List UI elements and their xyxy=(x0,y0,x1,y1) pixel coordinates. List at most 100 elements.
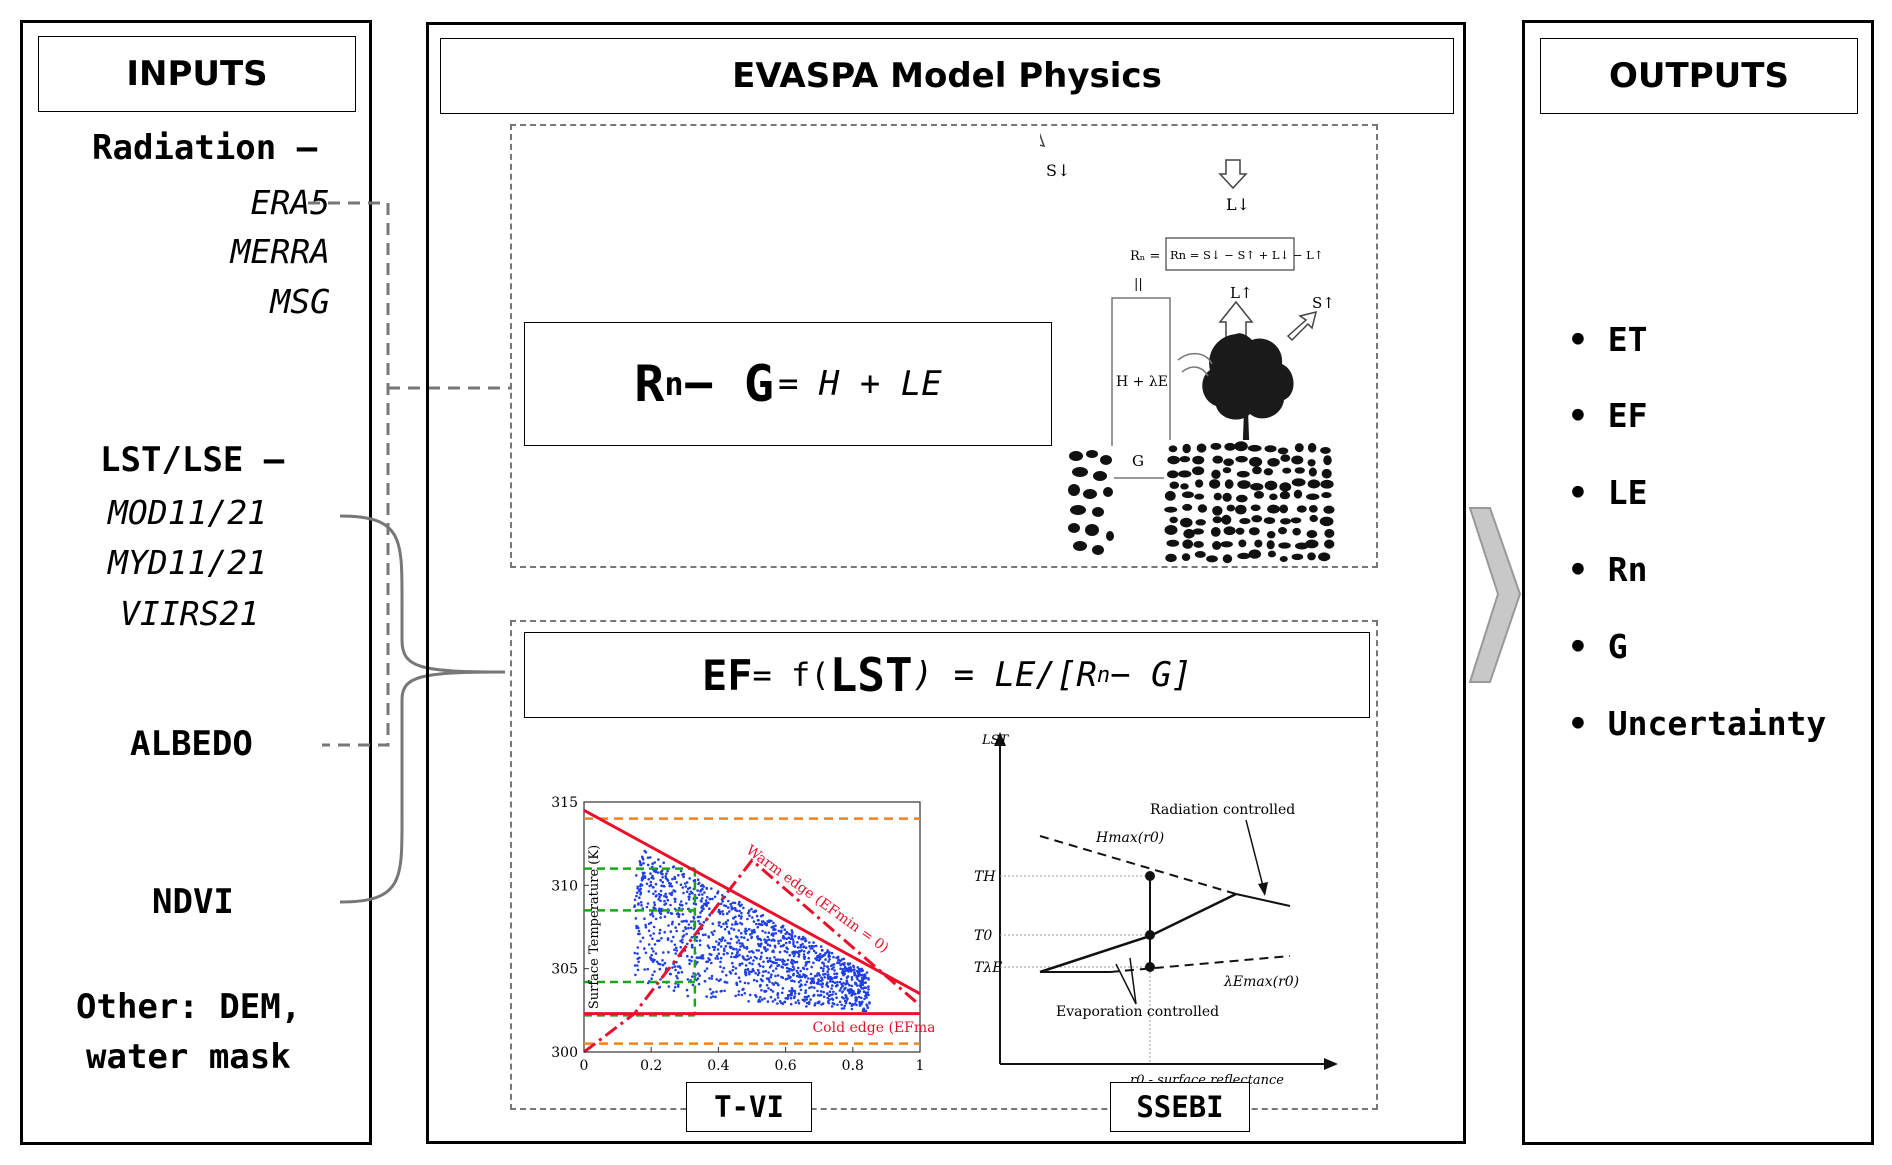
ef-equation: EF = f(LST) = LE/[R n − G] xyxy=(524,632,1370,718)
tvi-scatter-point xyxy=(813,1004,816,1007)
soil-pebble xyxy=(1254,539,1263,548)
tvi-scatter-point xyxy=(753,955,757,959)
tvi-scatter-point xyxy=(716,957,720,960)
tvi-scatter-point xyxy=(699,890,702,893)
tvi-scatter-point xyxy=(641,858,645,861)
tvi-scatter-point xyxy=(791,952,795,955)
tvi-scatter-point xyxy=(788,933,792,936)
soil-pebble xyxy=(1263,468,1274,476)
tvi-scatter-point xyxy=(684,926,687,929)
tvi-scatter-point xyxy=(738,948,741,951)
tvi-scatter-point xyxy=(637,929,641,933)
tvi-scatter-point xyxy=(827,955,830,958)
tvi-scatter-point xyxy=(738,909,741,913)
tvi-scatter-point xyxy=(701,957,705,960)
tvi-scatter-point xyxy=(743,981,747,985)
tvi-scatter-point xyxy=(845,979,849,982)
soil-pebble xyxy=(1269,493,1278,501)
tvi-scatter-point xyxy=(842,1007,846,1010)
tvi-scatter-point xyxy=(663,903,666,906)
ef-equation-box xyxy=(524,632,1370,718)
tvi-scatter-point xyxy=(636,887,639,890)
tvi-scatter-point xyxy=(644,851,648,854)
tvi-scatter-point xyxy=(809,998,812,1001)
outputs-panel xyxy=(1522,20,1874,1145)
tvi-scatter-point xyxy=(667,985,671,988)
longwave-up-arrow xyxy=(1218,300,1254,339)
tvi-scatter-point xyxy=(649,934,652,937)
soil-pebble xyxy=(1234,441,1248,452)
tvi-scatter-point xyxy=(696,961,699,964)
tvi-scatter-point xyxy=(675,946,678,950)
label-s-down: S↓ xyxy=(1046,161,1070,180)
tvi-scatter-point xyxy=(679,945,682,949)
tvi-scatter-point xyxy=(755,957,758,960)
tvi-scatter-point xyxy=(826,976,830,980)
tvi-scatter-point xyxy=(710,977,714,980)
tvi-scatter-point xyxy=(641,874,645,878)
tvi-scatter-point xyxy=(665,896,668,899)
tvi-scatter-point xyxy=(708,897,712,901)
tvi-scatter-point xyxy=(855,1003,858,1007)
tvi-scatter-point xyxy=(653,861,656,864)
tvi-scatter-point xyxy=(754,971,757,975)
tvi-scatter-point xyxy=(843,961,846,965)
soil-pebble xyxy=(1248,549,1262,559)
tvi-scatter-point xyxy=(832,955,835,959)
longwave-down-arrow xyxy=(1218,159,1248,190)
tvi-scatter-point xyxy=(787,936,791,940)
tvi-scatter-point xyxy=(651,914,655,918)
tvi-scatter-point xyxy=(762,960,765,964)
tvi-scatter-point xyxy=(650,958,653,962)
tvi-scatter-point xyxy=(764,969,767,973)
tvi-scatter-point xyxy=(857,988,860,992)
tvi-scatter-point xyxy=(762,970,765,973)
tvi-scatter-point xyxy=(670,893,673,897)
tvi-scatter-point xyxy=(830,977,833,981)
tvi-scatter-point xyxy=(732,965,735,969)
ssebi-caption: SSEBI xyxy=(1110,1082,1250,1132)
tvi-scatter-point xyxy=(867,977,870,980)
soil-pebble xyxy=(1264,480,1278,491)
tvi-scatter-point xyxy=(737,939,741,942)
tvi-scatter-point xyxy=(673,900,677,903)
tvi-scatter-point xyxy=(857,995,861,999)
tvi-scatter-point xyxy=(723,980,727,984)
tvi-scatter-point xyxy=(731,907,735,910)
tvi-scatter-point xyxy=(805,1005,808,1008)
ssebi-y-axis-label: LST xyxy=(981,733,1010,748)
tvi-scatter-point xyxy=(681,941,684,944)
tvi-scatter-point xyxy=(766,943,770,946)
tvi-scatter-point xyxy=(634,917,638,920)
soil-pebble xyxy=(1181,491,1194,499)
tvi-scatter-point xyxy=(650,953,653,957)
tvi-scatter-point xyxy=(827,994,831,998)
tvi-scatter-point xyxy=(739,921,742,925)
tvi-scatter-point xyxy=(698,915,702,919)
tvi-scatter-point xyxy=(799,969,802,973)
tvi-scatter-point xyxy=(718,912,722,915)
tvi-scatter-point xyxy=(688,886,692,890)
tvi-scatter-point xyxy=(724,904,728,908)
soil-pebble xyxy=(1305,539,1319,549)
tvi-scatter-point xyxy=(828,998,831,1001)
tvi-scatter-point xyxy=(745,958,748,962)
tvi-scatter-point xyxy=(759,957,762,961)
tvi-scatter-point xyxy=(744,964,748,967)
soil-pebble xyxy=(1247,444,1262,452)
soil-pebble xyxy=(1210,526,1221,537)
tvi-scatter-point xyxy=(760,998,764,1001)
tvi-scatter-point xyxy=(664,892,667,896)
tvi-scatter-point xyxy=(674,968,677,972)
ef-eq3: − G] xyxy=(1110,655,1193,695)
tvi-scatter-point xyxy=(746,938,750,942)
tvi-y-tick-label: 305 xyxy=(551,962,578,978)
tvi-scatter-point xyxy=(757,962,761,966)
shortwave-down-arrow xyxy=(1040,132,1046,147)
tvi-scatter-point xyxy=(839,977,843,981)
tvi-scatter-point xyxy=(737,993,740,997)
tvi-scatter-point xyxy=(738,964,742,967)
tvi-scatter-point xyxy=(671,966,674,969)
tvi-cold-edge-annotation: Cold edge (EFma xyxy=(812,1020,934,1036)
tvi-scatter-point xyxy=(672,989,676,992)
